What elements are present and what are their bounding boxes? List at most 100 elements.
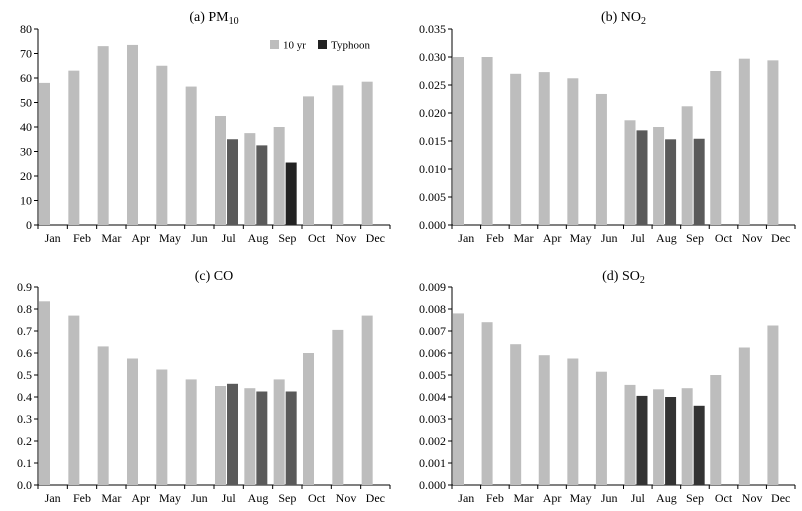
x-tick-label: Sep	[278, 231, 296, 245]
x-tick-label: May	[570, 231, 592, 245]
y-tick-label: 0.8	[17, 302, 32, 316]
y-tick-label: 0.2	[17, 434, 32, 448]
x-tick-label: Sep	[278, 491, 296, 505]
y-tick-label: 10	[20, 194, 32, 208]
x-tick-label: Jun	[601, 491, 618, 505]
y-tick-label: 0.020	[419, 106, 446, 120]
bar-10yr-dec	[361, 315, 373, 485]
x-tick-label: Aug	[248, 231, 269, 245]
y-tick-label: 0.005	[419, 190, 446, 204]
bar-10yr-nov	[738, 58, 750, 226]
x-tick-label: Oct	[715, 491, 733, 505]
bar-10yr-aug	[653, 127, 665, 225]
bar-typhoon-jul	[227, 383, 238, 485]
x-tick-label: Dec	[366, 231, 385, 245]
y-tick-label: 0.7	[17, 324, 32, 338]
chart-title: (a) PM10	[189, 10, 238, 27]
bar-typhoon-sep	[693, 405, 705, 485]
bar-10yr-jan	[453, 313, 464, 485]
y-tick-label: 0.9	[17, 280, 32, 294]
bar-10yr-oct	[710, 375, 722, 485]
y-tick-label: 0.003	[419, 412, 446, 426]
x-tick-label: Sep	[686, 491, 704, 505]
bar-10yr-mar	[97, 346, 109, 485]
x-tick-label: Mar	[513, 491, 533, 505]
x-tick-label: Aug	[656, 231, 677, 245]
legend-swatch-10yr	[270, 40, 279, 49]
y-tick-label: 0.5	[17, 368, 32, 382]
x-tick-label: Jul	[222, 231, 237, 245]
bar-10yr-sep	[681, 388, 693, 485]
chart-panel-4: 0.000 0.001 0.002 0.003 0.004 0.005 0.006 0.007…	[419, 269, 796, 505]
y-tick-label: 50	[20, 96, 32, 110]
bar-10yr-aug	[244, 133, 256, 225]
y-tick-label: 40	[20, 120, 32, 134]
bar-10yr-nov	[738, 347, 750, 485]
y-tick-label: 30	[20, 145, 32, 159]
bar-10yr-jul	[624, 120, 636, 225]
bar-10yr-may	[156, 65, 168, 225]
x-tick-label: Mar	[101, 491, 121, 505]
bar-typhoon-sep	[285, 391, 297, 485]
bar-10yr-dec	[767, 325, 779, 485]
bar-10yr-sep	[681, 106, 693, 225]
bar-10yr-dec	[767, 60, 779, 225]
x-tick-label: Oct	[308, 491, 326, 505]
bar-typhoon-jul	[227, 139, 238, 225]
y-tick-label: 0.0	[17, 478, 32, 492]
y-tick-label: 0.1	[17, 456, 32, 470]
y-tick-label: 20	[20, 169, 32, 183]
bar-10yr-jun	[185, 379, 197, 485]
bar-10yr-jan	[39, 301, 50, 485]
x-tick-label: May	[570, 491, 592, 505]
x-tick-label: Jul	[631, 231, 646, 245]
chart-title: (b) NO2	[601, 10, 646, 27]
y-tick-label: 0.007	[419, 324, 446, 338]
x-tick-label: Oct	[308, 231, 326, 245]
bar-10yr-feb	[481, 322, 493, 485]
chart-title: (c) CO	[195, 269, 234, 284]
y-tick-label: 0.000	[419, 218, 446, 232]
bar-10yr-aug	[244, 388, 256, 485]
x-tick-label: Apr	[131, 231, 150, 245]
x-tick-label: Jul	[222, 491, 237, 505]
x-tick-label: Apr	[543, 491, 562, 505]
bar-10yr-jul	[215, 115, 226, 225]
y-tick-label: 0.030	[419, 50, 446, 64]
bar-10yr-feb	[68, 70, 80, 226]
x-tick-label: Aug	[656, 491, 677, 505]
x-tick-label: May	[159, 231, 181, 245]
y-tick-label: 0.4	[17, 390, 32, 404]
x-tick-label: Jan	[45, 231, 61, 245]
x-tick-label: Feb	[73, 491, 91, 505]
chart-panel-2: 0.000 0.005 0.010 0.015 0.020 0.025 0.030 0.035…	[419, 10, 796, 245]
bar-typhoon-aug	[665, 139, 677, 225]
y-tick-label: 0.002	[419, 434, 446, 448]
x-tick-label: Jan	[458, 491, 474, 505]
x-tick-label: Nov	[336, 491, 357, 505]
bar-typhoon-jul	[636, 130, 648, 225]
y-tick-label: 80	[20, 22, 32, 36]
bar-10yr-feb	[481, 57, 493, 225]
x-tick-label: Sep	[686, 231, 704, 245]
y-tick-label: 0	[26, 218, 32, 232]
bar-10yr-oct	[303, 96, 314, 225]
x-tick-label: Mar	[101, 231, 121, 245]
bar-typhoon-jul	[636, 395, 648, 485]
bar-10yr-jun	[595, 371, 607, 485]
bar-10yr-oct	[303, 353, 314, 485]
bar-10yr-jul	[624, 384, 636, 485]
chart-panel-3: 0.0 0.1 0.2 0.3 0.4 0.5 0.6 0.7 0.8 0.9 Jan Feb Mar A…	[17, 269, 391, 505]
bar-10yr-mar	[510, 344, 522, 485]
y-tick-label: 0.004	[419, 390, 446, 404]
bar-10yr-may	[567, 358, 579, 485]
y-tick-label: 0.009	[419, 280, 446, 294]
y-tick-label: 60	[20, 71, 32, 85]
bar-10yr-jul	[215, 386, 226, 485]
bar-10yr-oct	[710, 71, 722, 225]
x-tick-label: Feb	[486, 231, 504, 245]
x-tick-label: Jun	[191, 491, 208, 505]
bar-10yr-sep	[273, 379, 285, 485]
x-tick-label: Jun	[191, 231, 208, 245]
bar-10yr-may	[156, 369, 168, 485]
